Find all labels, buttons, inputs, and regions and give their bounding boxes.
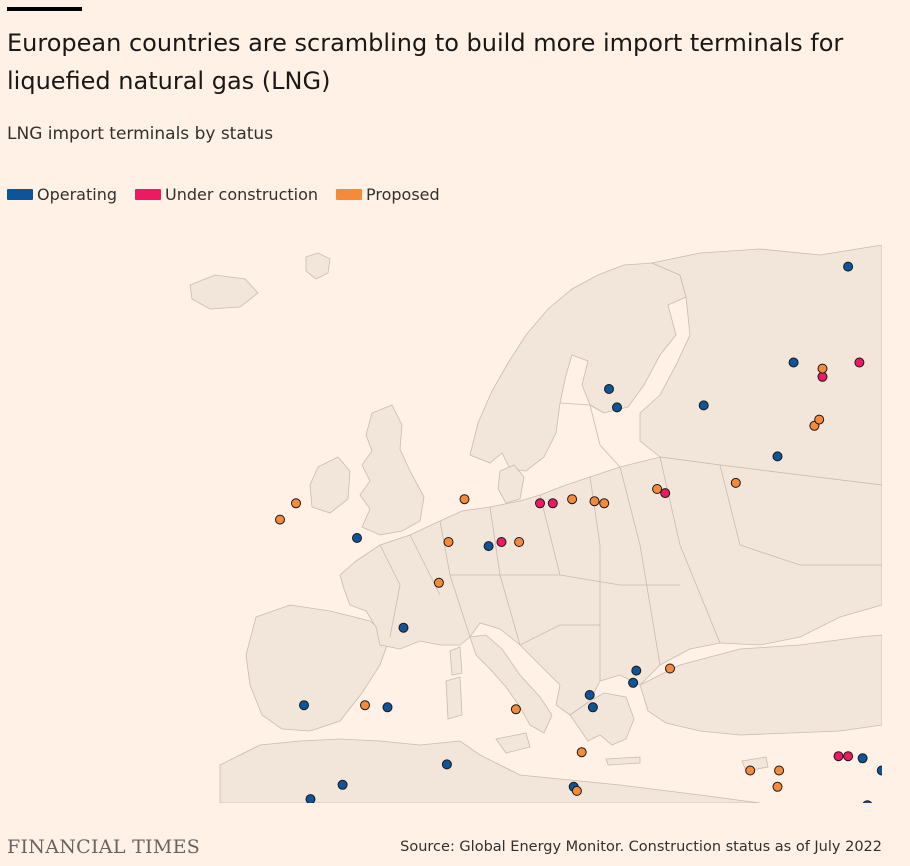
- terminal-markers: [275, 261, 882, 803]
- land-sardinia: [445, 676, 463, 720]
- terminal-marker-proposed: [745, 765, 756, 776]
- ft-logo: FINANCIAL TIMES: [7, 836, 201, 858]
- map-canvas: [189, 245, 882, 803]
- border-lines: [379, 402, 882, 681]
- terminal-marker-proposed: [774, 765, 785, 776]
- legend-swatch-under-construction: [135, 189, 161, 200]
- terminal-marker-construction: [535, 498, 545, 509]
- land-crete: [605, 756, 641, 766]
- terminal-marker-proposed: [589, 496, 600, 507]
- terminal-marker-construction: [843, 751, 854, 762]
- land-north-africa: [219, 738, 761, 803]
- terminal-marker-operating: [772, 451, 783, 462]
- terminal-marker-construction: [854, 357, 865, 368]
- header-accent-bar: [7, 7, 82, 11]
- terminal-marker-operating: [862, 800, 872, 803]
- legend-item-under-construction: Under construction: [135, 185, 318, 204]
- terminal-marker-proposed: [291, 498, 301, 509]
- legend-label-proposed: Proposed: [366, 185, 440, 204]
- terminal-marker-proposed: [730, 477, 741, 488]
- terminal-marker-proposed: [571, 785, 582, 796]
- border-layer: [379, 402, 882, 681]
- terminal-marker-construction: [660, 488, 671, 499]
- chart-title: European countries are scrambling to bui…: [7, 29, 844, 95]
- legend: Operating Under construction Proposed: [7, 185, 440, 204]
- terminal-marker-construction: [496, 537, 507, 547]
- land-greece: [569, 692, 635, 746]
- terminal-marker-construction: [833, 751, 844, 762]
- legend-swatch-operating: [7, 189, 33, 200]
- terminal-marker-operating: [382, 702, 393, 713]
- terminal-marker-operating: [587, 702, 598, 713]
- land-turkey: [639, 634, 882, 736]
- legend-item-proposed: Proposed: [336, 185, 440, 204]
- land-iberia: [245, 604, 391, 732]
- terminal-marker-operating: [352, 533, 362, 543]
- terminal-marker-construction: [817, 371, 828, 382]
- land-corsica: [449, 646, 463, 676]
- land-greenland: [305, 252, 331, 280]
- land-denmark: [497, 464, 525, 504]
- land-scandinavia: [469, 262, 687, 472]
- terminal-marker-proposed: [567, 494, 578, 505]
- terminal-marker-operating: [788, 357, 799, 368]
- terminal-marker-operating: [584, 690, 595, 700]
- terminal-marker-operating: [441, 759, 452, 770]
- terminal-marker-proposed: [275, 514, 285, 525]
- europe-map: [0, 245, 882, 803]
- legend-label-operating: Operating: [37, 185, 117, 204]
- terminal-marker-operating: [631, 665, 642, 676]
- chart-subtitle: LNG import terminals by status: [7, 124, 274, 144]
- terminal-marker-proposed: [443, 537, 454, 547]
- terminal-marker-proposed: [433, 577, 444, 588]
- terminal-marker-operating: [337, 779, 348, 790]
- legend-label-under-construction: Under construction: [165, 185, 319, 204]
- terminal-marker-proposed: [514, 537, 525, 547]
- terminal-marker-proposed: [599, 498, 610, 509]
- terminal-marker-proposed: [459, 494, 470, 505]
- terminal-marker-proposed: [652, 484, 663, 494]
- terminal-marker-operating: [483, 541, 494, 552]
- terminal-marker-proposed: [576, 747, 587, 758]
- terminal-marker-operating: [876, 765, 882, 776]
- terminal-marker-construction: [547, 498, 558, 509]
- legend-swatch-proposed: [336, 189, 363, 200]
- terminal-marker-operating: [843, 261, 854, 272]
- terminal-marker-operating: [299, 700, 309, 711]
- terminal-marker-operating: [698, 400, 709, 411]
- terminal-marker-proposed: [360, 700, 370, 711]
- land-iceland: [189, 274, 259, 310]
- terminal-marker-operating: [305, 794, 316, 803]
- terminal-marker-operating: [857, 753, 868, 764]
- land-great-britain: [359, 404, 425, 536]
- terminal-marker-operating: [604, 384, 614, 394]
- terminal-marker-proposed: [510, 704, 521, 715]
- terminal-marker-operating: [612, 402, 622, 413]
- terminal-marker-operating: [628, 677, 639, 688]
- land-layer: [189, 245, 882, 803]
- land-italy: [469, 634, 553, 734]
- terminal-marker-proposed: [814, 414, 825, 425]
- terminal-marker-proposed: [665, 663, 675, 674]
- land-sicily: [495, 732, 531, 754]
- source-note: Source: Global Energy Monitor. Construct…: [400, 839, 882, 855]
- land-ireland: [309, 456, 351, 514]
- legend-item-operating: Operating: [7, 185, 117, 204]
- terminal-marker-proposed: [817, 363, 828, 374]
- terminal-marker-proposed: [772, 781, 783, 792]
- terminal-marker-operating: [398, 622, 409, 633]
